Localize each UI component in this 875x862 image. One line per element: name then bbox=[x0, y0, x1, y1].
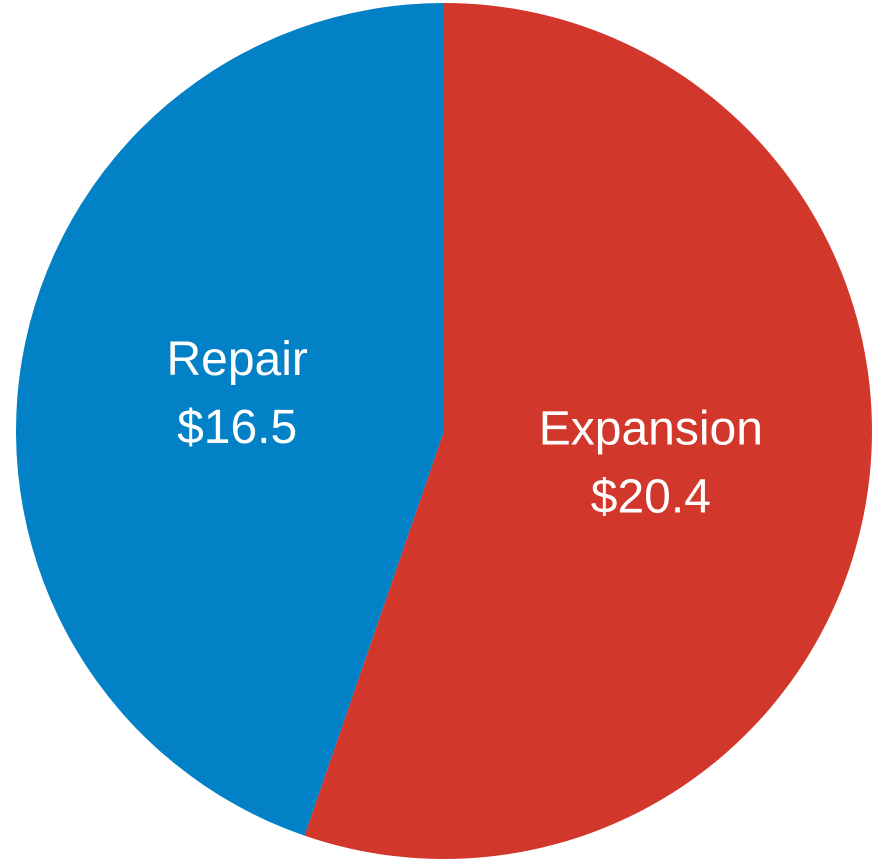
slice-value-label: $20.4 bbox=[591, 470, 711, 523]
slice-label: Repair bbox=[166, 333, 307, 386]
pie-slice bbox=[16, 3, 445, 836]
pie-slice bbox=[304, 3, 873, 860]
slice-value-label: $16.5 bbox=[177, 401, 297, 454]
slice-label: Expansion bbox=[539, 402, 763, 455]
